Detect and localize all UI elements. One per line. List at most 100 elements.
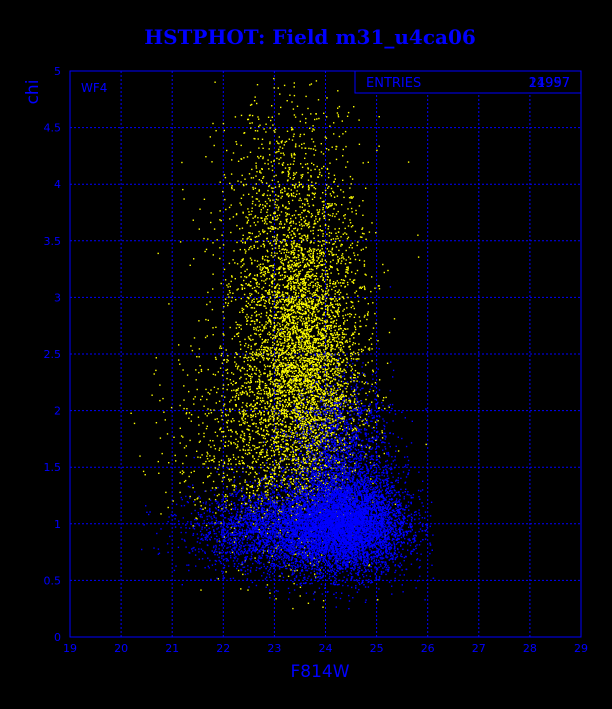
scatter-point [334, 296, 336, 298]
scatter-point [310, 394, 312, 397]
scatter-point [302, 318, 304, 320]
scatter-point [267, 527, 270, 530]
scatter-point [302, 470, 304, 473]
scatter-point [266, 510, 268, 512]
scatter-point [295, 312, 297, 314]
scatter-point [304, 298, 306, 300]
scatter-point [286, 213, 289, 215]
scatter-point [309, 408, 312, 411]
scatter-point [309, 282, 311, 285]
scatter-point [301, 309, 304, 311]
scatter-point [265, 279, 267, 281]
scatter-point [285, 308, 287, 311]
scatter-point [340, 384, 342, 386]
scatter-point [270, 314, 272, 317]
scatter-point [316, 267, 318, 270]
scatter-point [270, 265, 272, 267]
scatter-point [284, 401, 286, 403]
scatter-point [299, 261, 302, 264]
scatter-point [251, 202, 254, 205]
scatter-point [297, 349, 299, 351]
scatter-point [306, 328, 309, 330]
scatter-point [290, 301, 292, 304]
scatter-point [285, 463, 288, 466]
scatter-point [330, 301, 332, 304]
scatter-point [273, 87, 275, 89]
scatter-point [276, 442, 278, 444]
scatter-point [318, 338, 320, 340]
scatter-point [267, 339, 269, 341]
scatter-point [285, 350, 287, 353]
scatter-point [281, 363, 283, 365]
scatter-point [343, 399, 345, 402]
scatter-point [337, 334, 339, 336]
scatter-point [284, 400, 286, 402]
scatter-point [315, 113, 317, 115]
scatter-point [357, 376, 359, 378]
scatter-point [336, 344, 338, 346]
scatter-point [337, 397, 339, 399]
scatter-point [315, 418, 317, 421]
scatter-point [326, 326, 329, 328]
scatter-point [296, 398, 298, 401]
scatter-point [333, 174, 336, 176]
scatter-point [206, 335, 208, 337]
scatter-point [277, 407, 280, 410]
scatter-point [314, 291, 316, 293]
scatter-point [292, 459, 294, 462]
scatter-point [284, 274, 286, 277]
scatter-point [251, 293, 253, 295]
scatter-point [286, 208, 289, 210]
scatter-point [304, 392, 307, 395]
scatter-point [354, 292, 356, 294]
scatter-point [295, 289, 297, 291]
scatter-point [334, 400, 336, 402]
scatter-point [340, 376, 342, 379]
scatter-point [305, 447, 308, 450]
scatter-point [285, 286, 287, 288]
scatter-point [273, 77, 275, 80]
scatter-point [261, 380, 263, 383]
scatter-point [282, 381, 284, 383]
scatter-point [288, 384, 290, 387]
scatter-point [297, 341, 300, 344]
scatter-point [303, 234, 305, 236]
scatter-point [313, 339, 315, 342]
scatter-point [249, 232, 251, 234]
scatter-point [287, 192, 289, 195]
scatter-point [315, 369, 318, 371]
scatter-point [293, 582, 295, 585]
scatter-point [315, 339, 317, 342]
scatter-point [350, 357, 353, 360]
scatter-point [305, 388, 308, 390]
scatter-point [292, 409, 294, 411]
scatter-point [289, 345, 291, 347]
scatter-point [269, 309, 271, 311]
scatter-point [309, 359, 311, 362]
scatter-point [284, 207, 286, 209]
scatter-point [278, 245, 280, 247]
scatter-point [343, 395, 345, 398]
scatter-point [281, 278, 284, 281]
scatter-point [337, 107, 339, 109]
scatter-point [330, 205, 332, 207]
scatter-point [283, 154, 285, 156]
scatter-point [296, 280, 299, 283]
scatter-point [304, 274, 307, 277]
scatter-point [315, 432, 317, 434]
scatter-point [296, 357, 298, 359]
scatter-point [297, 186, 299, 188]
scatter-point [315, 468, 317, 470]
scatter-point [314, 475, 316, 477]
scatter-point [310, 368, 312, 370]
scatter-point [314, 385, 317, 387]
scatter-point [313, 164, 315, 166]
scatter-point [311, 325, 313, 328]
scatter-point [308, 462, 310, 465]
scatter-point [340, 236, 342, 238]
scatter-point [249, 338, 251, 340]
scatter-point [315, 215, 317, 218]
scatter-point [363, 423, 365, 426]
scatter-point [254, 96, 256, 98]
scatter-point [317, 475, 320, 477]
